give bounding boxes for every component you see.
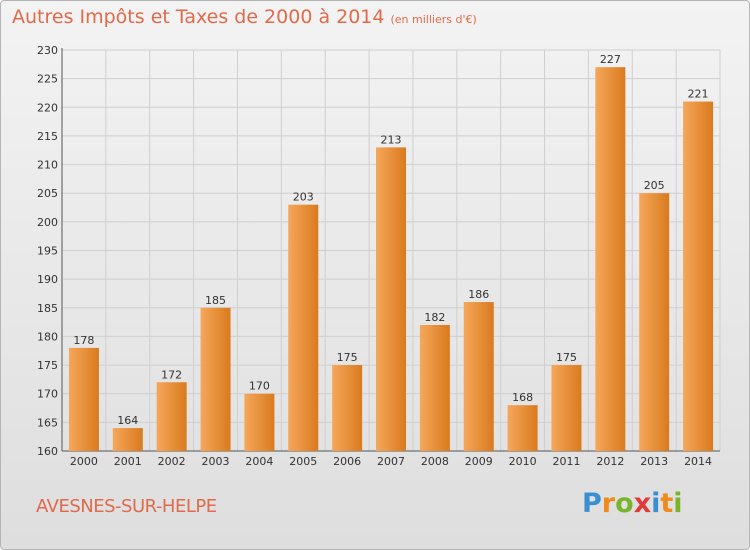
x-tick-label: 2007: [377, 455, 405, 468]
bar-2011: [551, 365, 582, 451]
bars: [68, 67, 714, 452]
logo-letter: o: [615, 488, 634, 519]
bar-2002: [156, 382, 187, 451]
y-tick-label: 190: [37, 273, 58, 286]
y-tick-label: 205: [37, 187, 58, 200]
data-label: 213: [381, 133, 402, 146]
x-tick-label: 2010: [509, 455, 537, 468]
x-tick-label: 2002: [158, 455, 186, 468]
bar-2012: [595, 67, 626, 451]
y-tick-label: 215: [37, 130, 58, 143]
logo-letter: r: [601, 488, 616, 519]
x-tick-label: 2011: [552, 455, 580, 468]
logo-letter: i: [673, 488, 683, 519]
logo-letter: P: [582, 488, 602, 519]
x-tick-label: 2008: [421, 455, 449, 468]
x-tick-label: 2005: [289, 455, 317, 468]
data-label: 203: [293, 191, 314, 204]
logo-letter: i: [651, 488, 661, 519]
data-labels: 178 164 172 185 170 203 175 213 182 186 168 175 227 2…: [73, 53, 708, 427]
bar-2003: [200, 307, 231, 451]
bar-2010: [507, 405, 538, 451]
data-label: 164: [117, 414, 138, 427]
bar-2013: [639, 193, 670, 451]
x-tick-label: 2001: [114, 455, 142, 468]
y-tick-label: 165: [37, 416, 58, 429]
y-tick-label: 175: [37, 359, 58, 372]
chart-title: Autres Impôts et Taxes de 2000 à 2014 (en…: [12, 6, 477, 28]
y-tick-label: 180: [37, 330, 58, 343]
y-tick-label: 195: [37, 245, 58, 258]
bar-2006: [332, 365, 363, 451]
bar-2001: [112, 428, 143, 451]
bar-2007: [376, 147, 406, 451]
logo-letter: x: [633, 488, 652, 519]
y-tick-label: 220: [37, 101, 58, 114]
bar-2005: [288, 204, 319, 451]
x-tick-label: 2014: [684, 455, 712, 468]
city-name: AVESNES-SUR-HELPE: [36, 496, 217, 517]
bar-2009: [463, 302, 494, 451]
x-tick-label: 2003: [202, 455, 230, 468]
data-label: 168: [512, 391, 533, 404]
chart-subtitle: (en milliers d'€): [390, 13, 477, 26]
x-tick-label: 2006: [333, 455, 361, 468]
bar-2008: [419, 324, 450, 451]
x-tick-label: 2012: [596, 455, 624, 468]
data-label: 175: [556, 351, 577, 364]
data-label: 170: [249, 380, 270, 393]
proxiti-logo[interactable]: Proxiti: [582, 488, 683, 519]
data-label: 185: [205, 294, 226, 307]
x-tick-label: 2009: [465, 455, 493, 468]
y-tick-label: 210: [37, 159, 58, 172]
data-label: 186: [468, 288, 489, 301]
y-tick-label: 230: [37, 44, 58, 57]
x-tick-label: 2000: [70, 455, 98, 468]
bar-2004: [244, 393, 275, 451]
data-label: 182: [424, 311, 445, 324]
logo-letter: t: [660, 488, 674, 519]
y-tick-label: 170: [37, 388, 58, 401]
y-tick-label: 225: [37, 73, 58, 86]
y-tick-label: 185: [37, 302, 58, 315]
data-label: 205: [644, 179, 665, 192]
data-label: 175: [337, 351, 358, 364]
x-tick-label: 2013: [640, 455, 668, 468]
data-label: 221: [688, 88, 709, 101]
y-tick-label: 160: [37, 445, 58, 458]
y-tick-label: 200: [37, 216, 58, 229]
axes: 160 165 170 175 180 185 190 195 200 205 210 215 220 2…: [37, 44, 720, 468]
data-label: 172: [161, 368, 182, 381]
title-text: Autres Impôts et Taxes de 2000 à 2014: [12, 6, 385, 28]
data-label: 178: [73, 334, 94, 347]
x-tick-label: 2004: [245, 455, 273, 468]
data-label: 227: [600, 53, 621, 66]
bar-2014: [683, 101, 714, 452]
bar-2000: [68, 347, 99, 451]
